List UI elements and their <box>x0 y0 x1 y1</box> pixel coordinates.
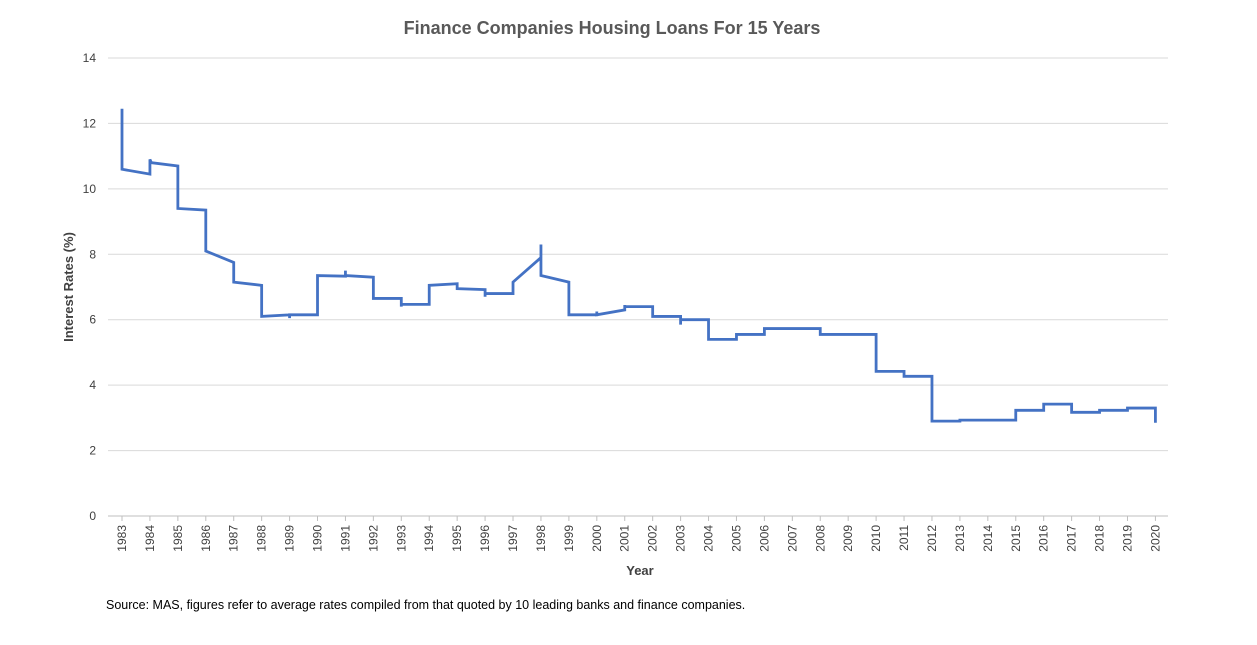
x-tick-label: 1986 <box>199 525 213 552</box>
x-tick-label: 2006 <box>757 525 771 552</box>
x-tick-label: 1983 <box>115 525 129 552</box>
source-note: Source: MAS, figures refer to average ra… <box>106 598 746 612</box>
x-tick-label: 2002 <box>646 525 660 552</box>
y-tick-label: 8 <box>89 247 96 261</box>
x-tick-label: 2014 <box>981 525 995 552</box>
x-tick-label: 2003 <box>674 525 688 552</box>
x-tick-labels: 1983 1984 1985 1986 1987 1988 1989 1990 1991 1992… <box>115 525 1162 552</box>
x-tick-label: 2020 <box>1148 525 1162 552</box>
y-tick-label: 6 <box>89 313 96 327</box>
series-line <box>120 108 1157 423</box>
x-tick-label: 1992 <box>366 525 380 552</box>
x-tick-label: 2001 <box>618 525 632 552</box>
x-tick-label: 1993 <box>394 525 408 552</box>
x-tick-label: 1989 <box>283 525 297 552</box>
x-tick-label: 1995 <box>450 525 464 552</box>
x-tick-label: 1996 <box>478 525 492 552</box>
series <box>120 108 1157 423</box>
y-tick-label: 14 <box>83 51 97 65</box>
x-tick-label: 2007 <box>785 525 799 552</box>
x-tick-label: 1987 <box>227 525 241 552</box>
x-tick-label: 2008 <box>813 525 827 552</box>
x-tick-label: 2017 <box>1065 525 1079 552</box>
x-tick-label: 2013 <box>953 525 967 552</box>
x-tick-label: 2004 <box>702 525 716 552</box>
chart-title: Finance Companies Housing Loans For 15 Y… <box>404 18 821 38</box>
x-tick-label: 1997 <box>506 525 520 552</box>
x-tick-label: 2011 <box>897 525 911 551</box>
grid-lines <box>108 57 1168 452</box>
x-tick-label: 1994 <box>422 525 436 552</box>
x-tick-label: 1999 <box>562 525 576 552</box>
y-axis-label: Interest Rates (%) <box>61 232 76 342</box>
y-tick-label: 2 <box>89 444 96 458</box>
y-tick-label: 4 <box>89 378 96 392</box>
x-tick-label: 2019 <box>1120 525 1134 552</box>
x-tick-label: 1985 <box>171 525 185 552</box>
x-tick-label: 1984 <box>143 525 157 552</box>
x-tick-label: 2012 <box>925 525 939 552</box>
x-tick-label: 1998 <box>534 525 548 552</box>
x-tick-label: 2000 <box>590 525 604 552</box>
x-tick-label: 1990 <box>311 525 325 552</box>
x-tick-label: 1988 <box>255 525 269 552</box>
x-axis <box>108 515 1168 521</box>
x-tick-label: 2016 <box>1037 525 1051 552</box>
x-tick-label: 2009 <box>841 525 855 552</box>
x-tick-label: 2010 <box>869 525 883 552</box>
x-tick-label: 2018 <box>1093 525 1107 552</box>
x-tick-label: 2015 <box>1009 525 1023 552</box>
y-tick-label: 10 <box>83 182 97 196</box>
x-tick-label: 1991 <box>338 525 352 552</box>
y-tick-label: 0 <box>89 509 96 523</box>
x-axis-label: Year <box>626 563 653 578</box>
x-tick-label: 2005 <box>729 525 743 552</box>
y-axis: 0 2 4 6 8 10 12 14 <box>83 51 97 523</box>
y-tick-label: 12 <box>83 116 97 130</box>
